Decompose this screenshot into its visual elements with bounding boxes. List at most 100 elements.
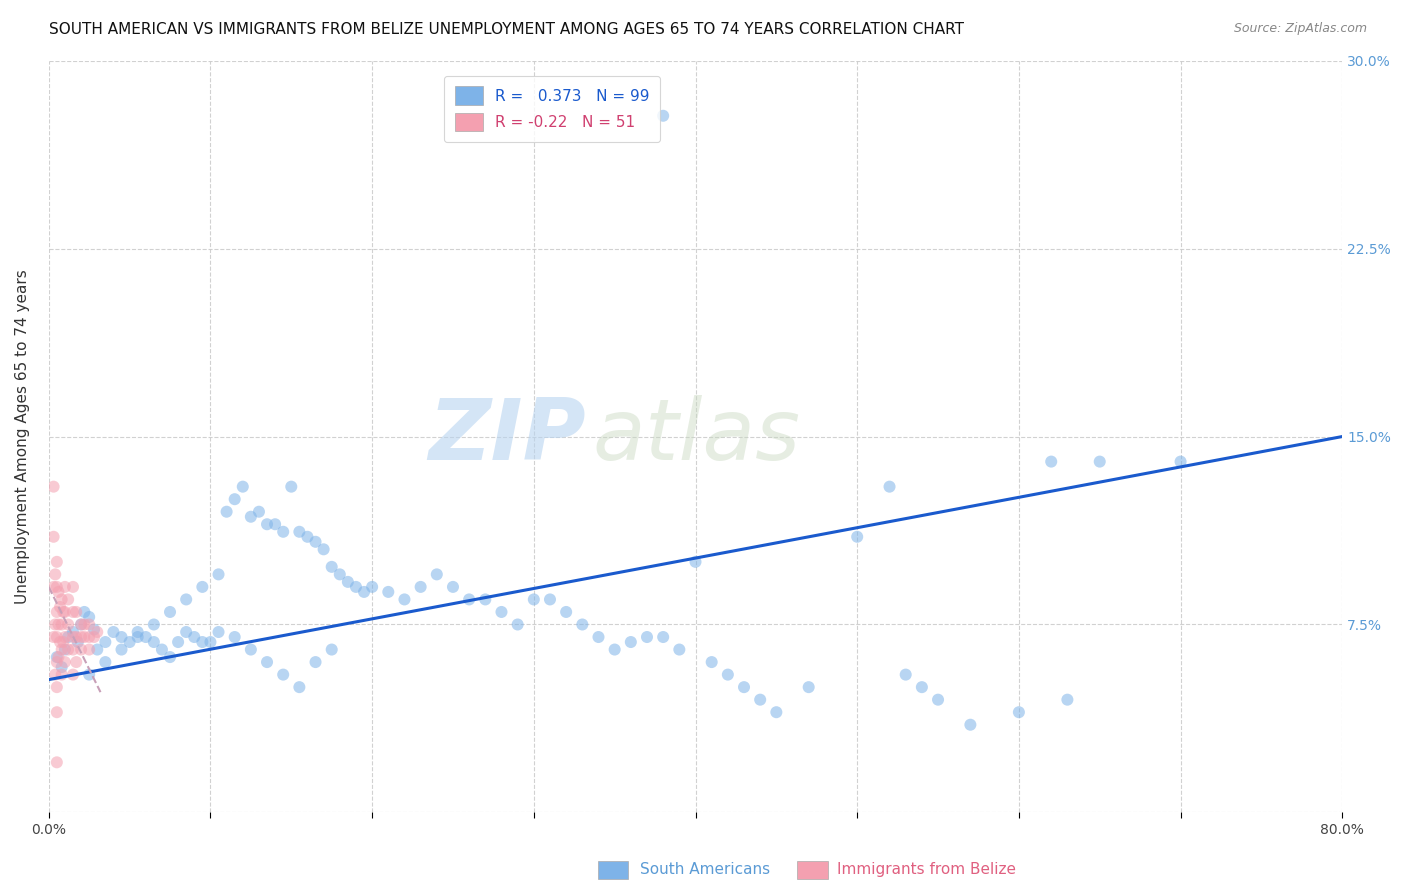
- Point: [174, 625, 197, 640]
- Point: [51, 667, 73, 681]
- Text: ZIP: ZIP: [427, 395, 585, 478]
- Point: [911, 680, 934, 694]
- Point: [73, 630, 96, 644]
- Point: [409, 580, 432, 594]
- Point: [86, 642, 108, 657]
- Point: [62, 605, 84, 619]
- Point: [83, 623, 105, 637]
- Point: [142, 617, 165, 632]
- Point: [271, 524, 294, 539]
- Point: [52, 635, 75, 649]
- Point: [45, 705, 67, 719]
- Point: [159, 650, 181, 665]
- Point: [256, 655, 278, 669]
- Point: [86, 625, 108, 640]
- Point: [636, 630, 658, 644]
- Point: [280, 480, 302, 494]
- Point: [62, 580, 84, 594]
- Point: [588, 630, 610, 644]
- Point: [207, 625, 229, 640]
- Point: [45, 580, 67, 594]
- Point: [150, 642, 173, 657]
- Text: Source: ZipAtlas.com: Source: ZipAtlas.com: [1233, 22, 1367, 36]
- Point: [879, 480, 901, 494]
- Point: [668, 642, 690, 657]
- Point: [48, 617, 70, 632]
- Point: [70, 642, 93, 657]
- Point: [797, 680, 820, 694]
- Point: [191, 635, 214, 649]
- Point: [733, 680, 755, 694]
- Point: [53, 580, 76, 594]
- Point: [377, 585, 399, 599]
- Point: [51, 592, 73, 607]
- Point: [77, 630, 100, 644]
- Point: [94, 655, 117, 669]
- Point: [620, 635, 643, 649]
- Point: [224, 492, 246, 507]
- Point: [224, 630, 246, 644]
- Point: [491, 605, 513, 619]
- Point: [44, 667, 66, 681]
- Point: [207, 567, 229, 582]
- Point: [458, 592, 481, 607]
- Point: [361, 580, 384, 594]
- Point: [700, 655, 723, 669]
- Point: [288, 524, 311, 539]
- Point: [215, 505, 238, 519]
- Point: [127, 625, 149, 640]
- Point: [65, 655, 87, 669]
- Point: [174, 592, 197, 607]
- Point: [56, 617, 79, 632]
- Point: [652, 630, 675, 644]
- Point: [191, 580, 214, 594]
- Point: [51, 660, 73, 674]
- Point: [959, 717, 981, 731]
- Point: [426, 567, 449, 582]
- Point: [56, 630, 79, 644]
- Point: [1088, 454, 1111, 468]
- Point: [1056, 692, 1078, 706]
- Point: [62, 642, 84, 657]
- Point: [42, 480, 65, 494]
- Point: [271, 667, 294, 681]
- Text: South Americans: South Americans: [640, 863, 770, 877]
- Point: [264, 517, 287, 532]
- Point: [53, 655, 76, 669]
- Point: [336, 574, 359, 589]
- Point: [70, 617, 93, 632]
- Point: [894, 667, 917, 681]
- Text: Immigrants from Belize: Immigrants from Belize: [837, 863, 1015, 877]
- Point: [52, 605, 75, 619]
- Point: [51, 642, 73, 657]
- Point: [304, 655, 326, 669]
- Point: [77, 667, 100, 681]
- Point: [523, 592, 546, 607]
- Point: [239, 509, 262, 524]
- Text: atlas: atlas: [592, 395, 800, 478]
- Point: [103, 625, 125, 640]
- Point: [288, 680, 311, 694]
- Point: [441, 580, 464, 594]
- Point: [749, 692, 772, 706]
- Point: [42, 530, 65, 544]
- Point: [329, 567, 352, 582]
- Point: [1040, 454, 1063, 468]
- Point: [73, 605, 96, 619]
- Point: [304, 534, 326, 549]
- Point: [49, 635, 72, 649]
- Point: [44, 617, 66, 632]
- Point: [247, 505, 270, 519]
- Point: [53, 642, 76, 657]
- Point: [159, 605, 181, 619]
- Point: [45, 680, 67, 694]
- Point: [53, 630, 76, 644]
- Point: [77, 617, 100, 632]
- Point: [65, 605, 87, 619]
- Point: [200, 635, 222, 649]
- Point: [652, 109, 675, 123]
- Point: [62, 625, 84, 640]
- Point: [65, 630, 87, 644]
- Point: [142, 635, 165, 649]
- Point: [846, 530, 869, 544]
